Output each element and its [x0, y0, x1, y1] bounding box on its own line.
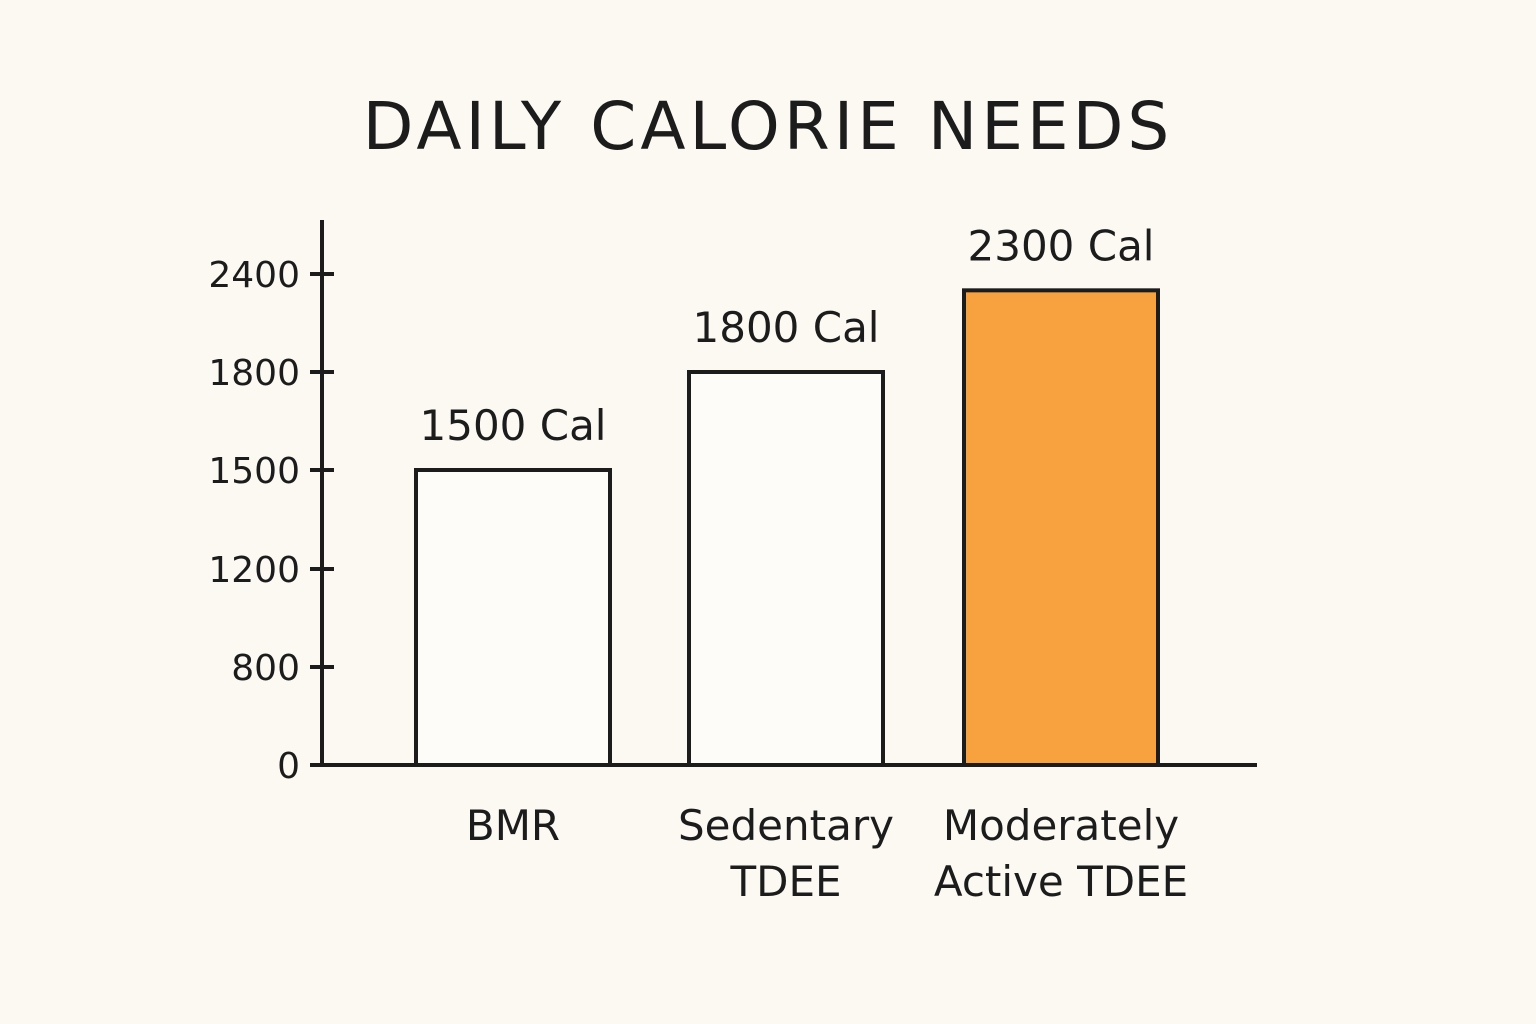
bars	[414, 288, 1160, 767]
y-tick-label: 800	[231, 648, 300, 689]
bar-1	[687, 370, 885, 767]
category-labels: BMR Sedentary TDEE Moderately Active TDEE	[466, 801, 1188, 906]
category-label-0-0: BMR	[466, 801, 560, 850]
y-tick-label: 1800	[208, 353, 300, 394]
category-label-2-0: Moderately	[943, 801, 1179, 850]
y-ticks: 0 800 1200 1500 1800 2400	[208, 255, 334, 787]
data-label-0: 1500 Cal	[420, 401, 607, 450]
data-label-1: 1800 Cal	[693, 303, 880, 352]
y-tick-label: 1500	[208, 451, 300, 492]
chart-title: DAILY CALORIE NEEDS	[362, 88, 1174, 165]
data-label-2: 2300 Cal	[968, 221, 1155, 270]
bar-2	[962, 288, 1160, 767]
y-tick-label: 0	[277, 746, 300, 787]
data-labels: 1500 Cal 1800 Cal 2300 Cal	[420, 221, 1155, 450]
category-label-1-0: Sedentary	[678, 801, 894, 850]
y-tick-label: 2400	[208, 255, 300, 296]
bar-0	[414, 468, 612, 767]
category-label-1-1: TDEE	[729, 857, 841, 906]
category-label-2-1: Active TDEE	[934, 857, 1188, 906]
y-tick-label: 1200	[208, 550, 300, 591]
